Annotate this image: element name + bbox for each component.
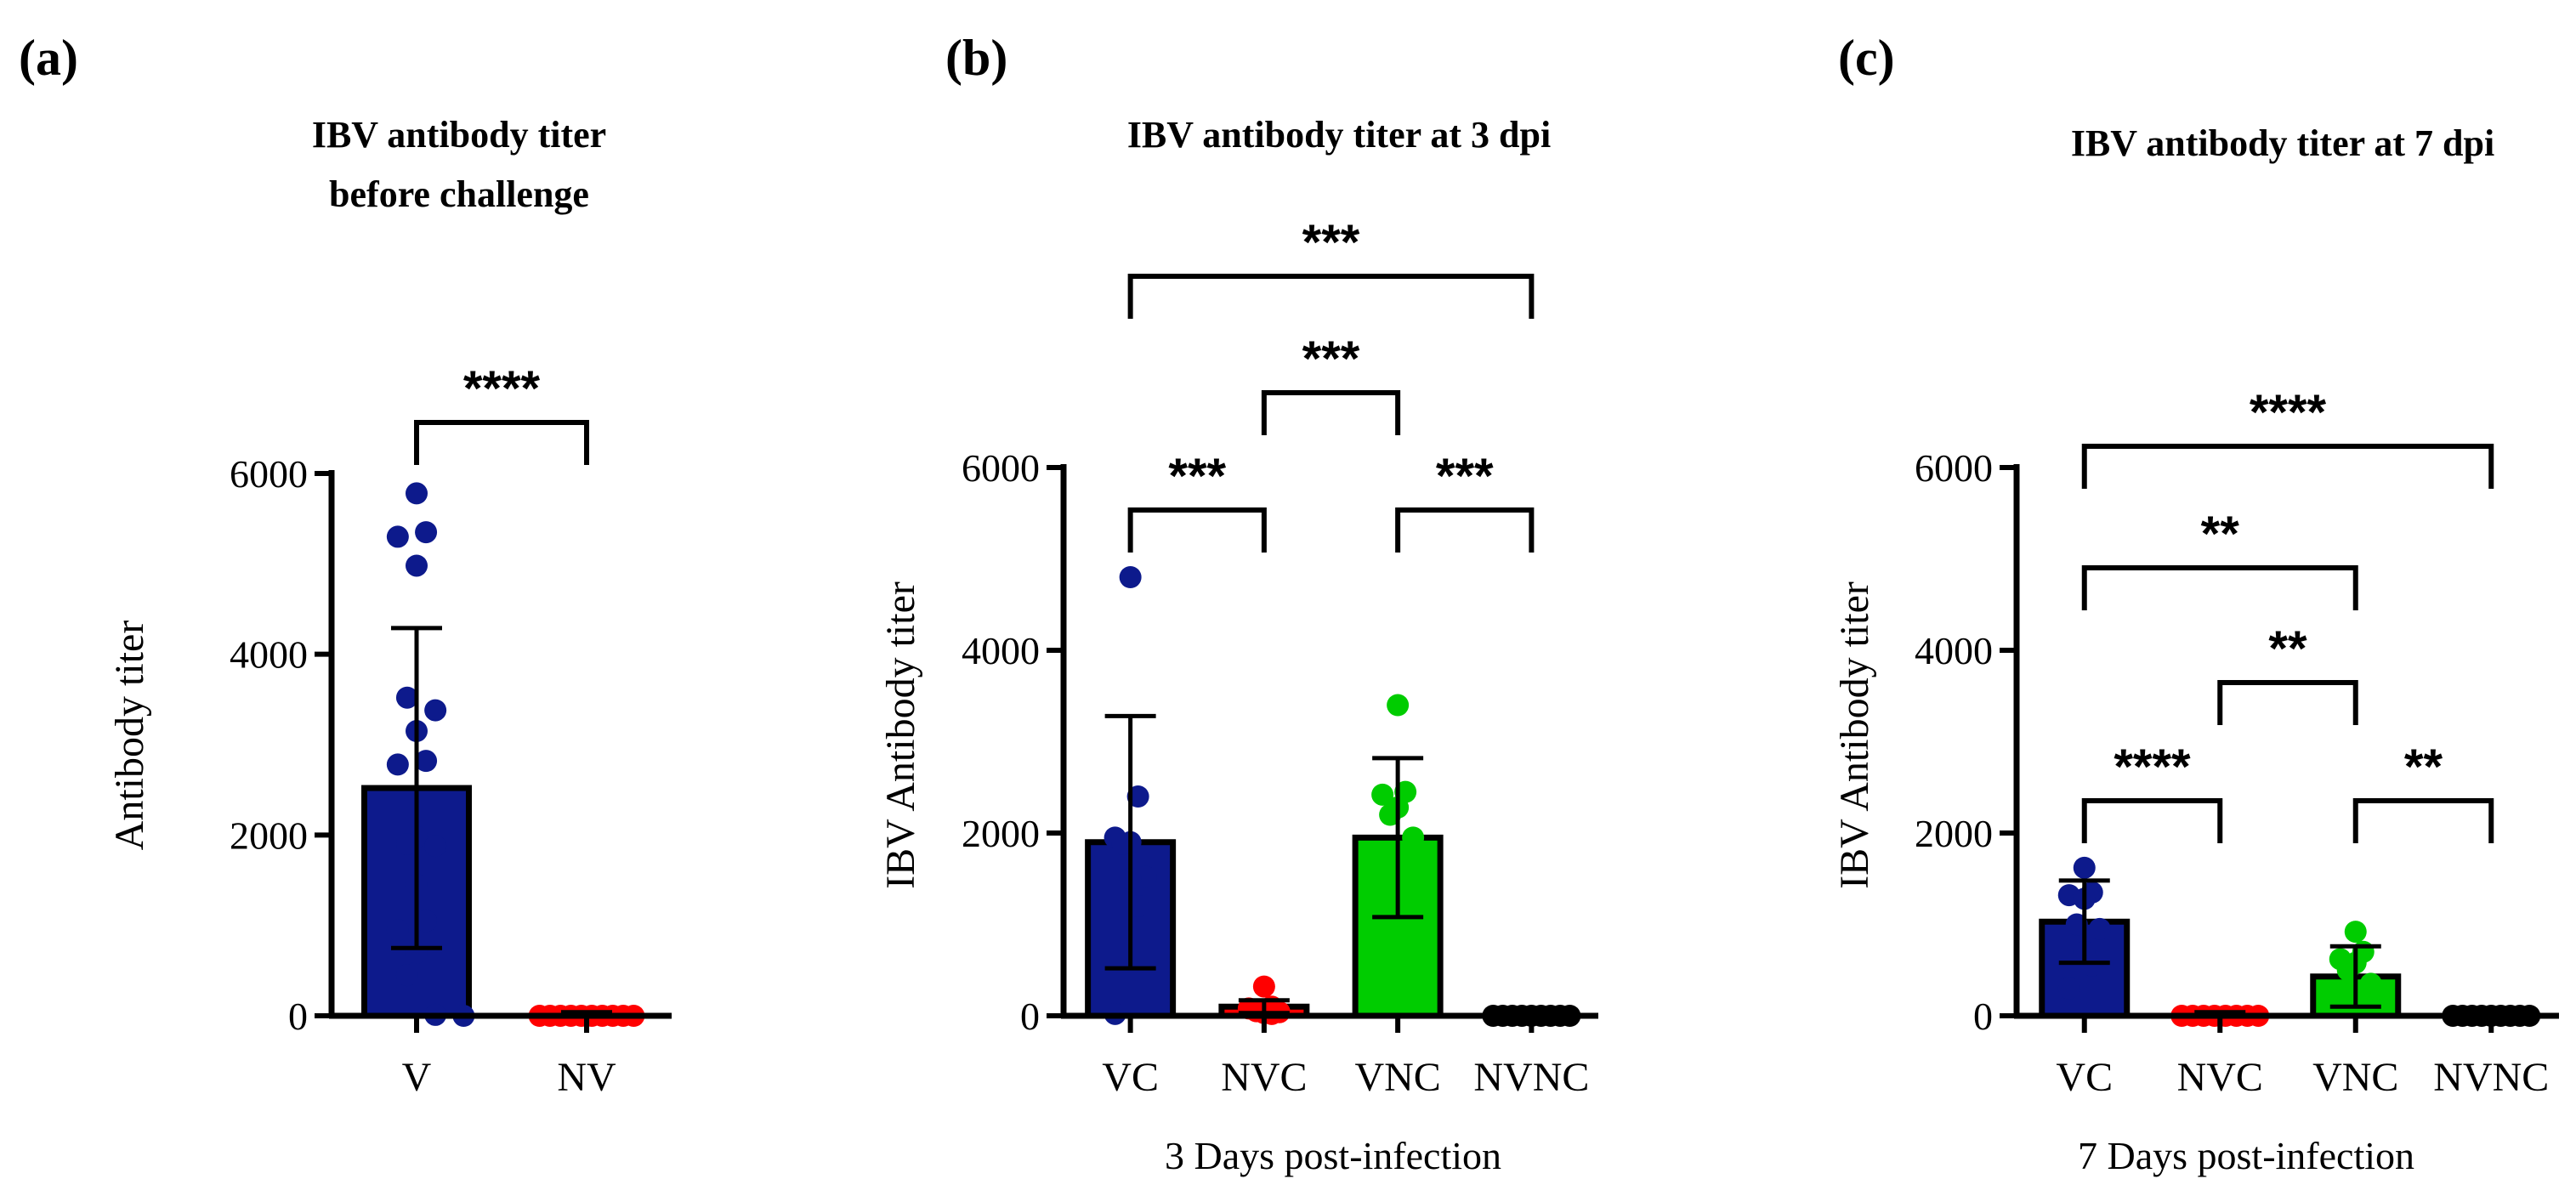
significance-label: ** xyxy=(2268,621,2307,677)
significance-label: **** xyxy=(463,361,541,417)
data-point xyxy=(395,964,418,987)
x-axis-label: 7 Days post-infection xyxy=(2078,1134,2414,1177)
y-axis-label: IBV Antibody titer xyxy=(878,581,923,889)
x-tick-label: NVNC xyxy=(2433,1055,2549,1100)
x-axis-label: 3 Days post-infection xyxy=(1165,1134,1501,1177)
data-point xyxy=(1371,783,1394,806)
data-point xyxy=(395,686,418,709)
panel-label: (c) xyxy=(1838,30,1895,86)
data-point xyxy=(1402,826,1425,849)
x-tick-label: VC xyxy=(1102,1055,1159,1100)
panel-b: (b) IBV antibody titer at 3 dpi IBV Anti… xyxy=(878,30,1598,1177)
significance-bracket xyxy=(2217,680,2358,725)
data-point xyxy=(406,554,428,577)
data-point xyxy=(406,482,428,505)
data-point xyxy=(386,918,409,941)
panel-c: (c) IBV antibody titer at 7 dpi IBV Anti… xyxy=(1832,30,2559,1177)
x-tick-label: V xyxy=(402,1055,432,1100)
panel-a: (a) IBV antibody titer before challenge … xyxy=(19,30,672,1100)
x-tick-label: NVC xyxy=(2177,1055,2263,1100)
data-point xyxy=(2359,972,2382,995)
significance-label: ** xyxy=(2201,507,2240,562)
y-tick-label: 4000 xyxy=(230,633,308,677)
panel-label: (a) xyxy=(19,30,78,86)
data-point xyxy=(2344,921,2367,944)
data-point xyxy=(2057,977,2080,1000)
data-point xyxy=(424,835,447,858)
data-point xyxy=(415,910,438,932)
y-tick-label: 2000 xyxy=(962,812,1040,855)
data-point xyxy=(1387,694,1410,717)
significance-bracket xyxy=(1127,507,1267,553)
data-point xyxy=(2073,856,2096,879)
chart-title-line-2: before challenge xyxy=(329,173,589,215)
y-tick-label: 0 xyxy=(288,995,308,1038)
chart-title-line-1: IBV antibody titer xyxy=(312,114,606,156)
x-tick-label: NVC xyxy=(1221,1055,1307,1100)
data-point xyxy=(424,699,447,722)
y-tick-label: 0 xyxy=(1020,995,1040,1038)
y-tick-label: 2000 xyxy=(1915,812,1993,855)
significance-label: ** xyxy=(2404,740,2443,795)
y-tick-label: 6000 xyxy=(1915,446,1993,490)
y-tick-label: 0 xyxy=(1973,995,1993,1038)
y-tick-label: 6000 xyxy=(230,452,308,496)
significance-bracket xyxy=(414,420,589,465)
significance-bracket xyxy=(2352,798,2494,843)
y-tick-label: 4000 xyxy=(1915,629,1993,672)
data-point xyxy=(1371,932,1394,954)
significance-bracket xyxy=(2081,798,2223,843)
x-tick-label: NVNC xyxy=(1473,1055,1589,1100)
data-point xyxy=(415,521,438,544)
data-point xyxy=(1119,566,1142,588)
significance-label: *** xyxy=(1168,449,1226,504)
significance-label: **** xyxy=(2250,385,2327,440)
y-tick-label: 6000 xyxy=(962,446,1040,490)
data-point xyxy=(2088,917,2111,940)
significance-label: *** xyxy=(1302,215,1360,270)
significance-label: *** xyxy=(1302,332,1360,387)
y-axis-label: Antibody titer xyxy=(107,621,152,851)
data-point xyxy=(386,525,409,548)
x-tick-label: VNC xyxy=(1354,1055,1440,1100)
significance-bracket xyxy=(1261,390,1401,435)
chart-title: IBV antibody titer at 7 dpi xyxy=(2071,122,2494,164)
significance-bracket xyxy=(2081,444,2494,489)
significance-bracket xyxy=(1127,274,1535,319)
x-tick-label: VC xyxy=(2056,1055,2113,1100)
panel-label: (b) xyxy=(945,30,1007,86)
y-axis-label: IBV Antibody titer xyxy=(1832,581,1877,889)
significance-label: **** xyxy=(2114,740,2191,795)
data-point xyxy=(395,832,418,855)
data-point xyxy=(386,753,409,776)
y-tick-label: 2000 xyxy=(230,813,308,857)
x-tick-label: VNC xyxy=(2312,1055,2398,1100)
significance-label: *** xyxy=(1436,449,1494,504)
x-tick-label: NV xyxy=(557,1055,616,1100)
significance-bracket xyxy=(1395,507,1535,553)
significance-bracket xyxy=(2081,565,2358,610)
data-point xyxy=(1252,975,1275,998)
chart-title: IBV antibody titer at 3 dpi xyxy=(1127,114,1551,156)
y-tick-label: 4000 xyxy=(962,629,1040,672)
data-point xyxy=(415,750,438,773)
